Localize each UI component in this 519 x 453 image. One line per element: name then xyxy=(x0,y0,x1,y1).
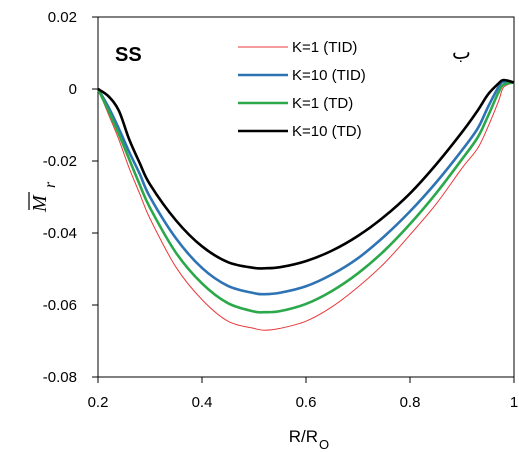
y-tick-label: -0.08 xyxy=(43,369,77,386)
legend-label-k1-tid: K=1 (TID) xyxy=(292,39,357,56)
plot-area xyxy=(97,16,515,378)
x-tick-label: 1 xyxy=(510,394,518,411)
x-tick-label: 0.6 xyxy=(296,394,317,411)
x-tick-label: 0.8 xyxy=(400,394,421,411)
legend-label-k1-td: K=1 (TD) xyxy=(292,95,353,112)
axis-ticks: 0.2 0.4 0.6 0.8 1 0.02 0 -0.02 -0.04 -0.06 -0.08 xyxy=(43,9,518,411)
y-axis-title-main: M xyxy=(29,194,51,213)
y-axis-title-subscript: r xyxy=(42,181,59,188)
legend-label-k10-tid: K=10 (TID) xyxy=(292,67,366,84)
legend-label-k10-td: K=10 (TD) xyxy=(292,123,362,140)
corner-mark: ب xyxy=(452,40,471,64)
y-tick-label: -0.04 xyxy=(43,225,77,242)
y-axis-title: M r xyxy=(28,181,59,213)
panel-label: SS xyxy=(115,44,142,66)
x-axis-title: R/R xyxy=(289,427,318,446)
x-axis-title-subscript: O xyxy=(319,437,329,452)
series-line-k1-tid xyxy=(97,82,515,331)
x-tick-label: 0.4 xyxy=(192,394,213,411)
y-tick-label: -0.06 xyxy=(43,297,77,314)
series-line-k10-tid xyxy=(96,80,515,296)
series-layer xyxy=(96,78,515,331)
y-tick-label: 0.02 xyxy=(48,9,77,26)
series-line-k10-td xyxy=(97,78,515,270)
y-tick-label: -0.02 xyxy=(43,153,77,170)
y-tick-label: 0 xyxy=(69,81,77,98)
x-tick-label: 0.2 xyxy=(88,394,109,411)
series-line-k1-td xyxy=(96,81,515,314)
legend: K=1 (TID) K=10 (TID) K=1 (TD) K=10 (TD) xyxy=(238,39,366,140)
